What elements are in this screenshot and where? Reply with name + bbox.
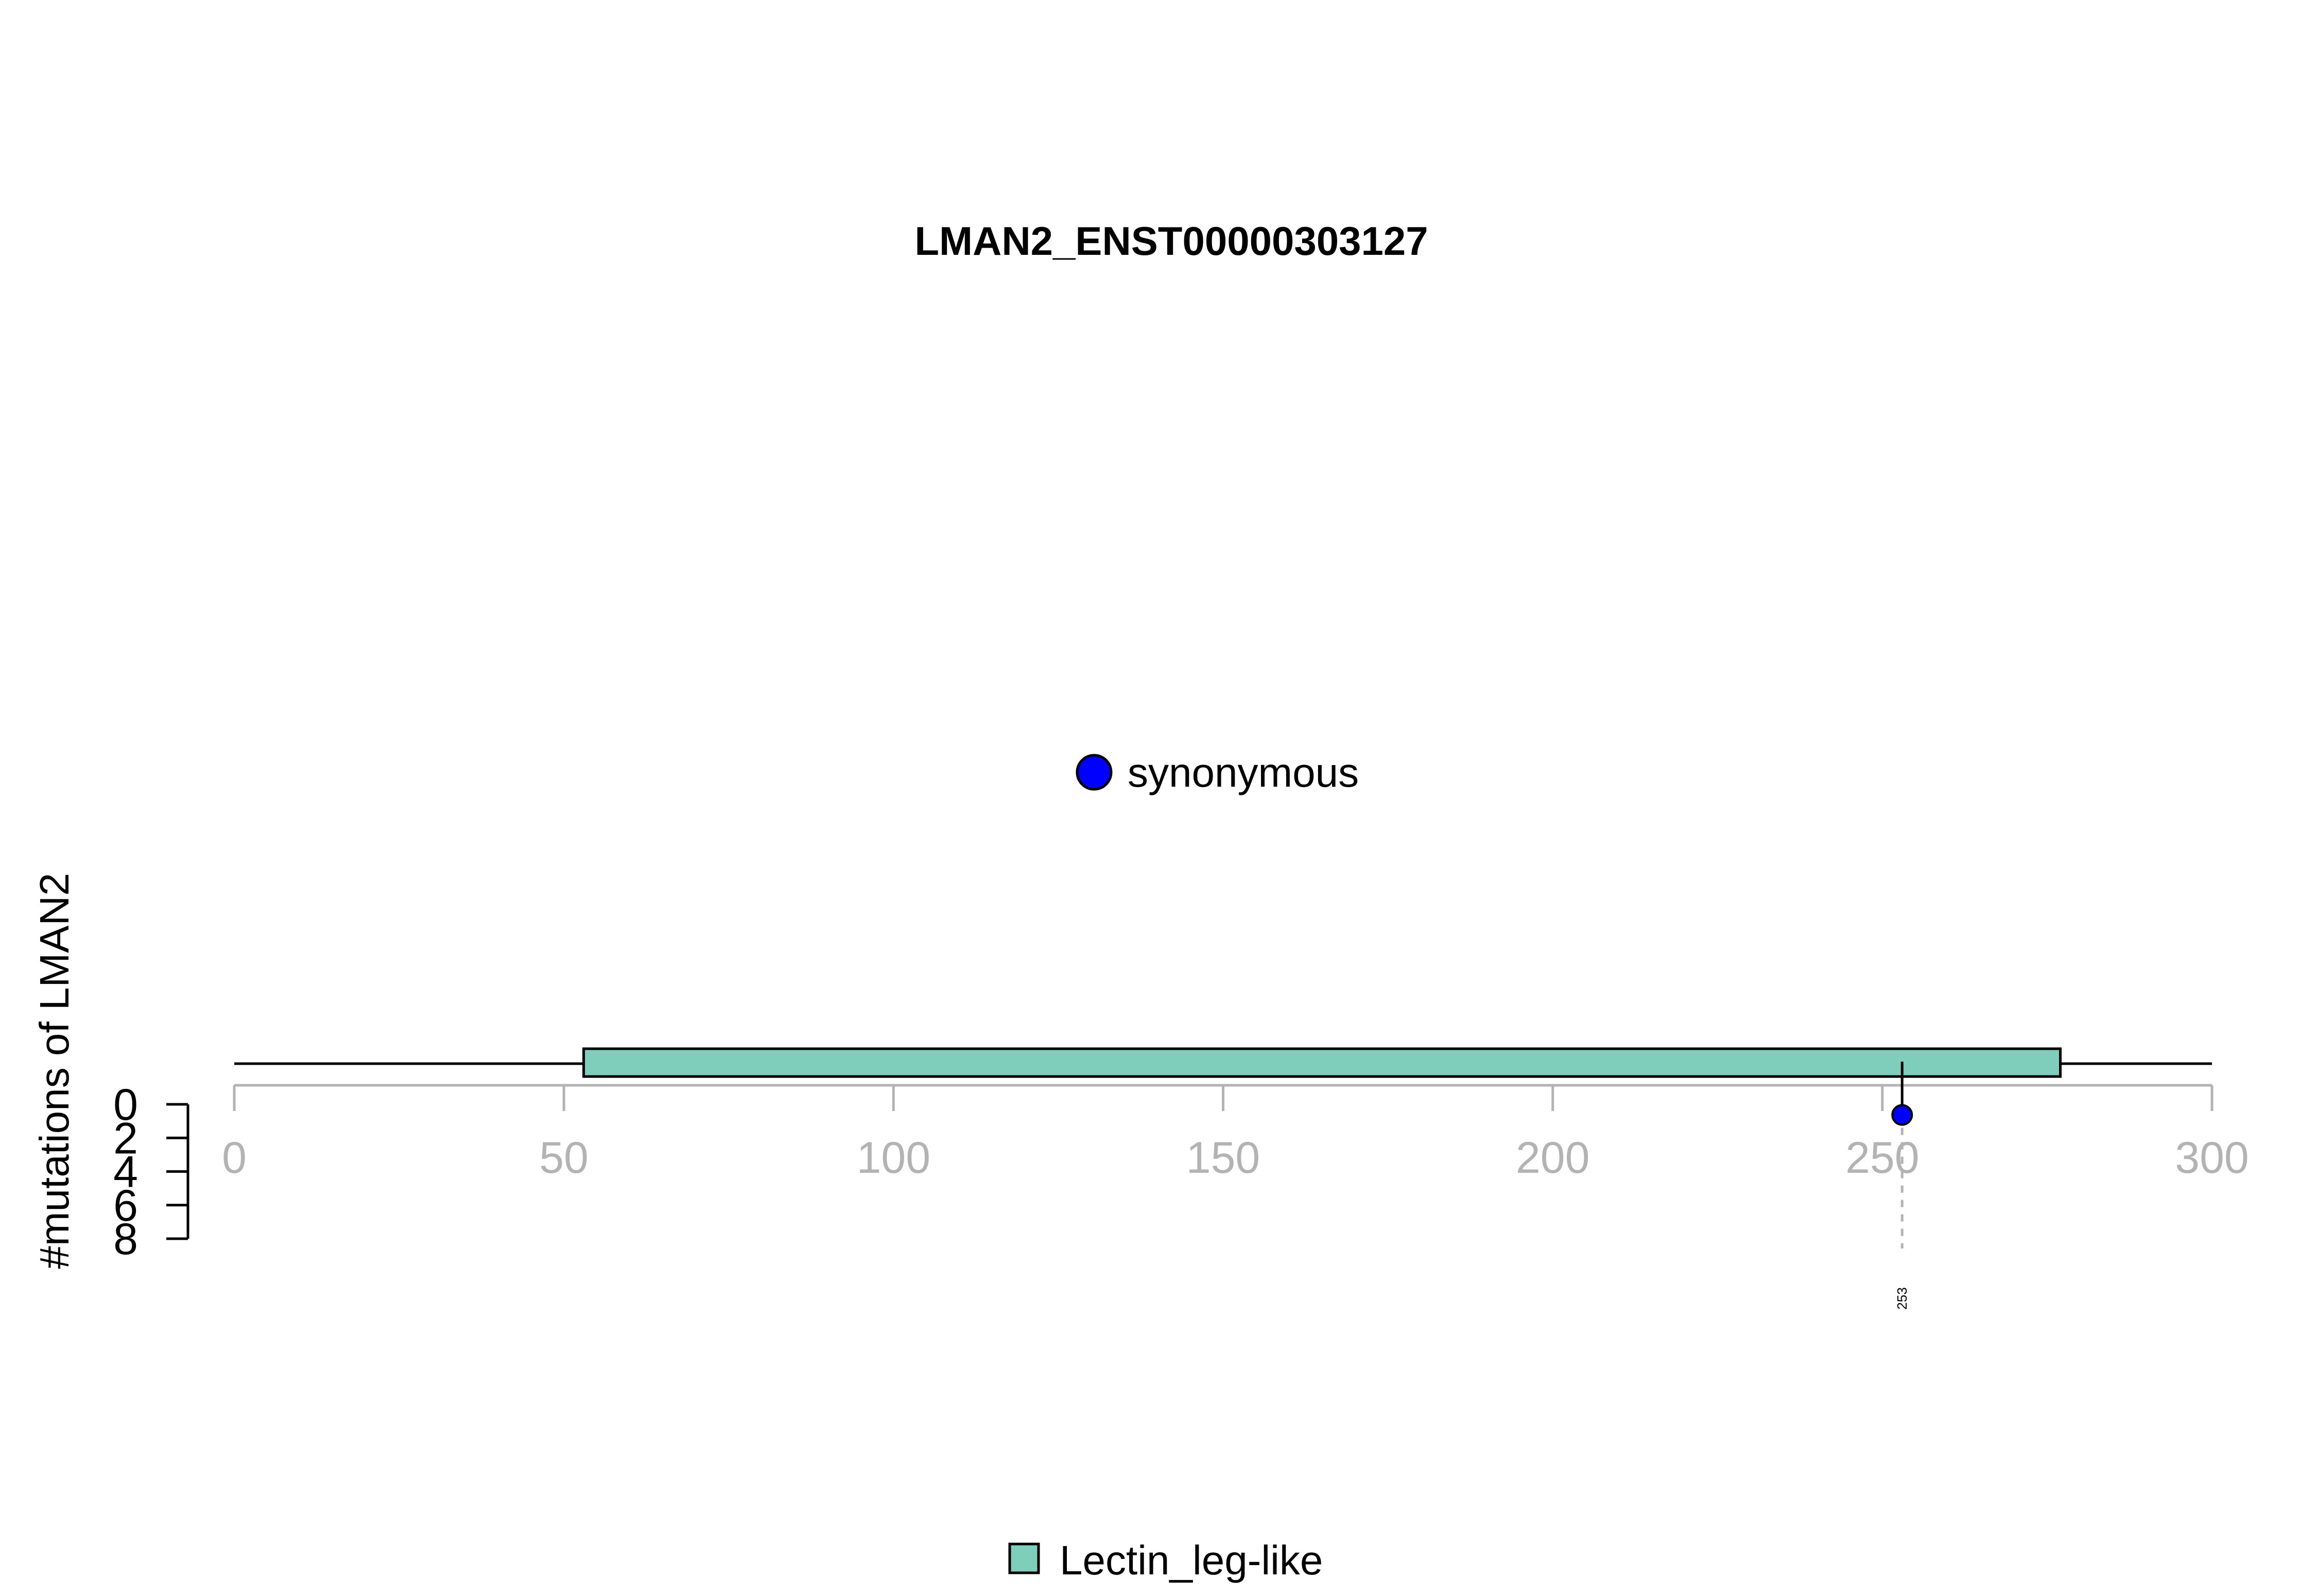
mutation-position-label: 253: [1894, 1287, 1910, 1309]
legend-label: Lectin_leg-like: [1060, 1537, 1323, 1583]
mutation-point: [1891, 1104, 1913, 1126]
domain-lectin-leg-like: [582, 1047, 2062, 1078]
legend-marker-synonymous: [1076, 754, 1113, 791]
domain-legend: Lectin_leg-like: [1008, 1537, 1323, 1583]
y-tick-label: 8: [113, 1215, 138, 1264]
x-tick-label: 0: [222, 1133, 247, 1183]
mutation-markers: 253: [1891, 1062, 1913, 1310]
chart-title: LMAN2_ENST00000303127: [914, 218, 1428, 264]
x-axis: 0 50 100 150 200 250 300: [222, 1084, 2249, 1183]
x-tick-label: 200: [1516, 1133, 1590, 1183]
x-tick-label: 50: [539, 1133, 589, 1183]
x-tick-label: 300: [2175, 1133, 2249, 1183]
x-tick-label: 150: [1186, 1133, 1260, 1183]
mutation-legend: synonymous: [1076, 750, 1359, 795]
legend-label: synonymous: [1128, 750, 1359, 795]
y-tick-label: 4: [113, 1148, 138, 1197]
x-tick-label: 250: [1845, 1133, 1920, 1183]
y-tick-label: 6: [113, 1181, 138, 1230]
y-tick-label: 0: [113, 1080, 138, 1130]
y-axis-title: #mutations of LMAN2: [31, 873, 77, 1269]
domain-track: [582, 1047, 2062, 1078]
legend-swatch-domain: [1008, 1542, 1040, 1574]
x-tick-label: 100: [857, 1133, 931, 1183]
y-tick-label: 2: [113, 1114, 138, 1163]
